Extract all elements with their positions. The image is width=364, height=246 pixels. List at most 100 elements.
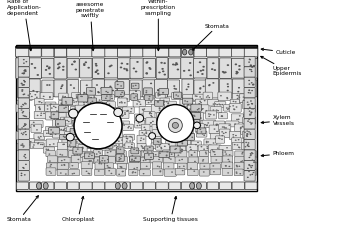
FancyBboxPatch shape xyxy=(46,139,59,147)
Circle shape xyxy=(253,161,256,163)
FancyBboxPatch shape xyxy=(199,151,209,156)
FancyBboxPatch shape xyxy=(111,138,125,146)
Circle shape xyxy=(190,149,192,150)
Circle shape xyxy=(86,84,88,86)
Circle shape xyxy=(104,160,106,162)
FancyBboxPatch shape xyxy=(245,58,257,78)
FancyBboxPatch shape xyxy=(163,163,174,170)
Circle shape xyxy=(70,142,72,144)
Circle shape xyxy=(21,84,24,86)
FancyBboxPatch shape xyxy=(163,156,175,163)
Circle shape xyxy=(177,95,179,97)
FancyBboxPatch shape xyxy=(80,182,92,190)
FancyBboxPatch shape xyxy=(43,131,56,137)
FancyBboxPatch shape xyxy=(22,92,32,100)
Circle shape xyxy=(167,111,169,113)
Circle shape xyxy=(50,172,52,174)
FancyBboxPatch shape xyxy=(244,111,253,118)
FancyBboxPatch shape xyxy=(84,153,94,159)
Circle shape xyxy=(96,84,98,86)
FancyBboxPatch shape xyxy=(46,151,55,157)
Circle shape xyxy=(23,155,25,157)
Circle shape xyxy=(218,104,220,105)
Circle shape xyxy=(222,149,224,151)
FancyBboxPatch shape xyxy=(174,92,181,98)
FancyBboxPatch shape xyxy=(130,91,141,100)
Circle shape xyxy=(159,125,161,127)
FancyBboxPatch shape xyxy=(67,79,79,97)
Circle shape xyxy=(206,146,208,148)
Circle shape xyxy=(129,136,131,137)
Circle shape xyxy=(249,92,251,94)
Circle shape xyxy=(65,101,67,102)
FancyBboxPatch shape xyxy=(58,101,69,107)
Circle shape xyxy=(75,121,76,122)
Circle shape xyxy=(162,92,164,93)
Circle shape xyxy=(190,168,192,169)
Circle shape xyxy=(156,139,158,140)
Circle shape xyxy=(238,139,240,140)
Circle shape xyxy=(249,157,250,158)
Circle shape xyxy=(106,97,108,98)
FancyBboxPatch shape xyxy=(151,156,162,163)
Circle shape xyxy=(180,111,182,112)
FancyBboxPatch shape xyxy=(117,111,129,119)
Circle shape xyxy=(199,129,201,130)
FancyBboxPatch shape xyxy=(99,155,108,163)
FancyBboxPatch shape xyxy=(144,88,152,95)
Circle shape xyxy=(191,137,193,138)
Circle shape xyxy=(206,142,207,143)
FancyBboxPatch shape xyxy=(198,145,212,151)
FancyBboxPatch shape xyxy=(43,147,55,153)
FancyBboxPatch shape xyxy=(202,120,215,128)
FancyBboxPatch shape xyxy=(101,87,112,94)
Circle shape xyxy=(202,108,204,109)
Circle shape xyxy=(177,69,179,70)
Circle shape xyxy=(228,124,230,126)
Circle shape xyxy=(63,108,65,109)
Circle shape xyxy=(88,173,90,174)
Circle shape xyxy=(36,91,38,93)
Circle shape xyxy=(249,132,251,134)
Circle shape xyxy=(203,135,205,136)
Circle shape xyxy=(129,140,131,142)
FancyBboxPatch shape xyxy=(244,150,255,160)
Circle shape xyxy=(120,155,122,157)
Circle shape xyxy=(118,160,120,162)
Bar xyxy=(16,45,257,191)
Circle shape xyxy=(85,107,87,109)
FancyBboxPatch shape xyxy=(29,47,41,57)
Circle shape xyxy=(36,97,38,98)
FancyBboxPatch shape xyxy=(111,131,123,138)
Circle shape xyxy=(249,122,251,123)
FancyBboxPatch shape xyxy=(175,122,185,128)
Circle shape xyxy=(64,97,66,99)
Circle shape xyxy=(109,167,111,168)
FancyBboxPatch shape xyxy=(178,113,187,120)
Circle shape xyxy=(157,101,159,103)
Circle shape xyxy=(167,102,169,104)
Circle shape xyxy=(238,119,240,120)
Circle shape xyxy=(118,152,120,154)
FancyBboxPatch shape xyxy=(174,128,182,134)
FancyBboxPatch shape xyxy=(130,156,140,162)
Circle shape xyxy=(24,103,26,104)
Circle shape xyxy=(150,115,152,116)
FancyBboxPatch shape xyxy=(117,121,130,128)
FancyBboxPatch shape xyxy=(214,102,226,108)
FancyBboxPatch shape xyxy=(244,129,255,139)
Circle shape xyxy=(71,63,74,65)
FancyBboxPatch shape xyxy=(177,163,187,169)
FancyBboxPatch shape xyxy=(125,143,134,149)
Circle shape xyxy=(64,96,66,97)
FancyBboxPatch shape xyxy=(36,104,45,112)
FancyBboxPatch shape xyxy=(118,98,127,107)
Circle shape xyxy=(146,166,148,167)
FancyBboxPatch shape xyxy=(223,105,233,111)
Circle shape xyxy=(46,65,48,67)
Circle shape xyxy=(40,115,42,116)
FancyBboxPatch shape xyxy=(122,137,132,144)
Circle shape xyxy=(248,164,250,165)
Circle shape xyxy=(251,111,253,113)
Circle shape xyxy=(111,114,112,116)
